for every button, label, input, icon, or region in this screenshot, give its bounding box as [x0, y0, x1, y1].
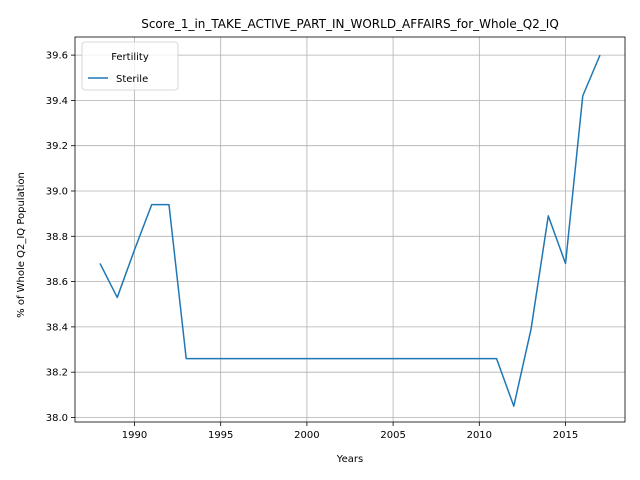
legend: Fertility Sterile	[81, 41, 179, 91]
series-layer	[99, 54, 601, 407]
y-tick-label: 39.0	[46, 187, 68, 198]
x-tick-label: 2015	[553, 430, 578, 441]
y-tick-label: 39.2	[46, 141, 68, 152]
y-tick-label: 38.4	[46, 322, 68, 333]
y-tick-label: 38.6	[46, 277, 68, 288]
x-tick-label: 1995	[208, 430, 233, 441]
y-tick-label: 39.6	[46, 51, 68, 62]
x-tick-label: 2010	[467, 430, 492, 441]
y-tick-label: 39.4	[46, 96, 68, 107]
x-tick-label: 2005	[380, 430, 405, 441]
y-axis: 38.0 38.2 38.4 38.6 38.8 39.0 39.2 39.4 39.6	[46, 51, 75, 424]
series-line-sterile	[99, 54, 601, 407]
y-axis-label: % of Whole Q2_IQ Population	[16, 172, 27, 318]
plot-frame	[74, 36, 626, 423]
y-tick-label: 38.8	[46, 232, 68, 243]
legend-label-sterile: Sterile	[116, 74, 148, 85]
legend-title: Fertility	[111, 52, 149, 63]
grid-lines	[75, 37, 625, 422]
x-axis-label: Years	[336, 454, 363, 465]
x-axis: 1990 1995 2000 2005 2010 2015	[122, 422, 578, 441]
x-tick-label: 2000	[294, 430, 319, 441]
y-tick-label: 38.2	[46, 368, 68, 379]
chart-title: Score_1_in_TAKE_ACTIVE_PART_IN_WORLD_AFF…	[141, 17, 559, 31]
x-tick-label: 1990	[122, 430, 147, 441]
y-tick-label: 38.0	[46, 413, 68, 424]
